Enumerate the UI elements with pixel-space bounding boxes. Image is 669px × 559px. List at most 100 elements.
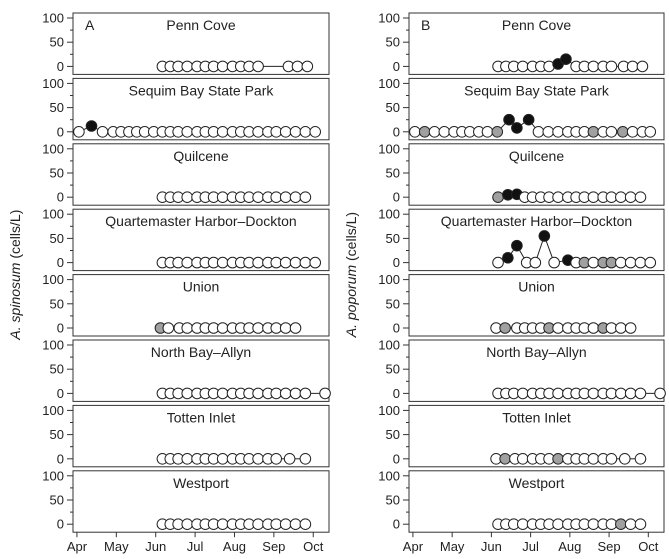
data-point	[560, 53, 572, 65]
x-tick-label: Aug	[558, 539, 581, 554]
data-point	[252, 453, 264, 465]
x-tick-label: Apr	[67, 539, 88, 554]
data-point	[289, 191, 302, 203]
y-tick-label: 0	[57, 451, 64, 466]
data-point	[162, 322, 175, 334]
site-label: Quartemaster Harbor–Dockton	[441, 213, 632, 229]
data-point	[552, 453, 564, 465]
plot-frame	[408, 404, 665, 468]
data-point	[270, 453, 283, 465]
plot-frame	[72, 470, 330, 533]
y-tick-label: 0	[57, 517, 64, 532]
y-tick-label: 100	[42, 403, 64, 418]
x-tick-label: Oct	[638, 539, 659, 554]
data-point	[291, 60, 304, 73]
data-point	[587, 256, 600, 269]
data-point	[252, 60, 264, 73]
data-point	[624, 518, 637, 531]
plot-frame	[72, 274, 330, 337]
data-point	[289, 322, 302, 334]
site-label: Union	[518, 279, 555, 295]
y-axis-label-unit: (cells/L)	[7, 210, 23, 263]
plot-frame	[408, 470, 665, 533]
site-label: North Bay–Allyn	[151, 344, 251, 360]
y-tick-label: 50	[50, 296, 64, 311]
data-point	[516, 453, 529, 465]
data-point	[587, 60, 600, 73]
data-point	[502, 251, 514, 264]
site-label: Union	[183, 279, 220, 295]
site-plot: 0 50 100 Union	[378, 272, 665, 337]
data-point	[605, 60, 618, 73]
data-point	[299, 518, 312, 531]
data-point	[615, 518, 627, 531]
y-tick-label: 0	[393, 190, 400, 205]
data-point	[587, 191, 600, 203]
data-point	[538, 230, 551, 242]
site-label: Penn Cove	[166, 17, 235, 33]
y-axis-label-species: A. poporum	[343, 265, 359, 339]
site-plot: 0 50 100 Penn Cove	[378, 11, 665, 75]
data-point	[587, 453, 600, 465]
x-tick-label: Jul	[522, 539, 539, 554]
y-tick-label: 100	[42, 141, 64, 156]
site-plot: 0 50 100 North Bay–Allyn	[42, 338, 331, 402]
data-point	[181, 191, 194, 203]
data-point	[283, 453, 296, 465]
data-point	[289, 387, 302, 400]
plot-frame	[408, 143, 665, 206]
y-tick-label: 50	[50, 35, 64, 50]
data-point	[279, 126, 292, 138]
y-tick-label: 100	[378, 207, 400, 222]
site-plot: 0 50 100 Penn Cove	[42, 11, 330, 75]
y-tick-label: 0	[393, 124, 400, 139]
data-point	[279, 387, 292, 400]
plot-frame	[72, 208, 330, 272]
data-point	[252, 126, 264, 138]
y-tick-label: 0	[393, 321, 400, 336]
plot-frame	[408, 339, 665, 402]
data-point	[492, 256, 504, 269]
y-tick-label: 100	[378, 338, 400, 353]
panel-a: 0 50 100 Penn Cove 0 50 100 Sequim Bay State Pa…	[7, 11, 331, 554]
site-plot: 0 50 100 Quartemaster Harbor–Dockton	[42, 207, 330, 272]
x-tick-label: May	[104, 539, 129, 554]
y-tick-label: 100	[378, 141, 400, 156]
y-tick-label: 50	[50, 362, 64, 377]
data-point	[516, 60, 529, 73]
site-plot: 0 50 100 Totten Inlet	[42, 403, 330, 468]
data-point	[634, 191, 647, 203]
site-label: Totten Inlet	[167, 409, 236, 425]
data-point	[552, 518, 564, 531]
y-tick-label: 100	[42, 76, 64, 91]
data-point	[516, 387, 529, 400]
data-point	[216, 387, 229, 400]
site-label: Sequim Bay State Park	[464, 82, 610, 98]
x-tick-label: Apr	[403, 539, 424, 554]
y-tick-label: 100	[42, 338, 64, 353]
data-point	[252, 191, 264, 203]
y-axis-label: A. poporum (cells/L)	[343, 212, 359, 338]
plot-frame	[408, 274, 665, 337]
site-plot: 0 50 100 Sequim Bay State Park	[42, 76, 330, 141]
data-point	[511, 122, 523, 134]
data-point	[618, 453, 631, 465]
y-tick-label: 100	[378, 403, 400, 418]
x-tick-label: Jun	[145, 539, 166, 554]
plot-frame	[72, 339, 330, 402]
data-point	[85, 120, 98, 132]
data-point	[181, 256, 194, 269]
plot-frame	[72, 143, 330, 206]
data-point	[615, 387, 627, 400]
data-point	[615, 322, 627, 334]
y-tick-label: 0	[57, 59, 64, 74]
data-point	[626, 126, 639, 138]
data-point	[299, 191, 312, 203]
y-tick-label: 100	[378, 468, 400, 483]
data-point	[252, 387, 264, 400]
data-point	[552, 322, 564, 334]
data-point	[481, 126, 494, 138]
data-point	[654, 387, 666, 400]
y-tick-label: 0	[393, 386, 400, 401]
x-tick-label: May	[440, 539, 465, 554]
